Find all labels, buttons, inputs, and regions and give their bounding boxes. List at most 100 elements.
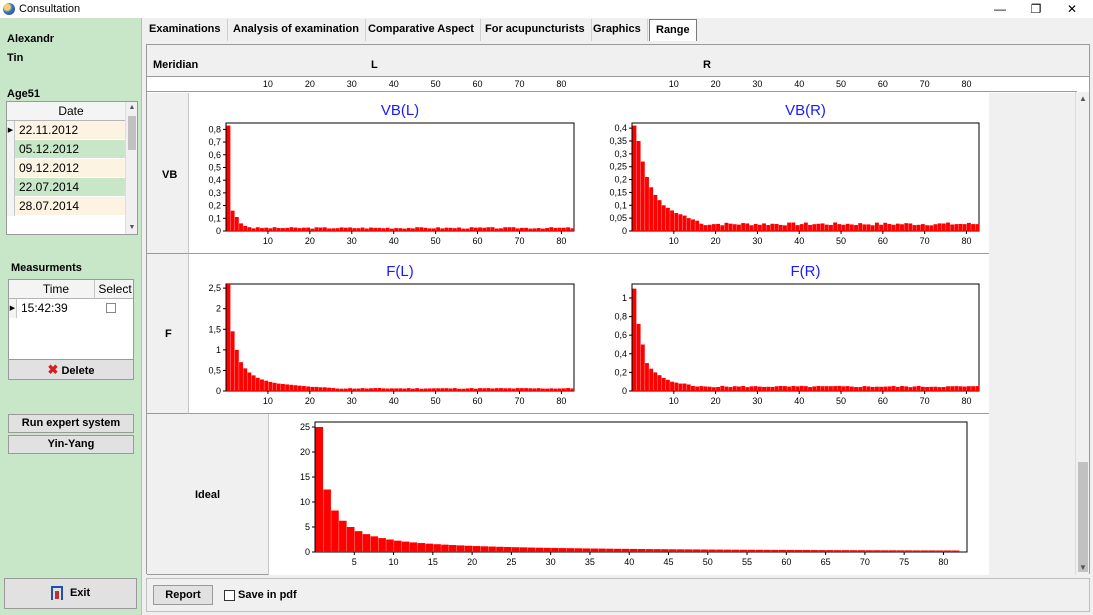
bar [820, 386, 825, 391]
bar [348, 227, 352, 231]
bar [808, 387, 812, 391]
bar [783, 225, 787, 231]
bar [946, 222, 950, 231]
bar [461, 388, 466, 391]
bar [841, 224, 846, 231]
bar [866, 386, 871, 391]
date-cell: 28.07.2014 [19, 199, 80, 213]
scroll-up-icon[interactable]: ▲ [128, 104, 136, 111]
bar [766, 386, 771, 391]
bar [933, 386, 938, 391]
bar [912, 225, 917, 231]
tab-graphics[interactable]: Graphics [587, 19, 648, 41]
delete-x-icon: ✖ [47, 362, 59, 377]
scroll-down-icon[interactable]: ▼ [1079, 563, 1087, 572]
restore-button[interactable]: ❐ [1030, 2, 1042, 16]
bar [747, 549, 756, 552]
bar [682, 215, 687, 231]
bar [707, 224, 712, 231]
bar [480, 546, 489, 552]
scroll-up-icon[interactable]: ▲ [1079, 94, 1087, 103]
bar [431, 388, 436, 391]
tab-comparative-aspect[interactable]: Comparative Aspect [362, 19, 481, 41]
bar [678, 214, 683, 231]
yin-yang-button[interactable]: Yin-Yang [8, 435, 134, 454]
bar [887, 386, 892, 391]
x-tick-label: 30 [752, 236, 762, 246]
bar [933, 224, 938, 231]
bar [862, 224, 867, 231]
date-cell: 22.07.2014 [19, 180, 80, 194]
bar [448, 227, 453, 231]
x-tick-label: 30 [546, 557, 556, 567]
bar [410, 228, 415, 231]
bar [524, 388, 529, 391]
y-tick-label: 0,4 [208, 175, 221, 185]
x-tick-label: 10 [669, 396, 679, 406]
bar [339, 388, 344, 391]
measurement-row[interactable]: ▶ 15:42:39 [9, 299, 133, 318]
bar [720, 225, 725, 231]
bar [636, 324, 641, 391]
bar [377, 387, 382, 391]
chart-title: F(L) [386, 263, 414, 280]
x-tick-label: 80 [556, 236, 566, 246]
measurement-select-checkbox[interactable] [106, 303, 116, 313]
exit-button[interactable]: Exit [4, 578, 137, 609]
tab-for-acupuncturists[interactable]: For acupuncturists [479, 19, 592, 41]
tab-analysis-of-examination[interactable]: Analysis of examination [227, 19, 366, 41]
bar [335, 228, 340, 231]
x-tick-label: 80 [961, 396, 971, 406]
report-button[interactable]: Report [153, 585, 213, 605]
dates-scroll-thumb[interactable] [128, 116, 136, 150]
bar [828, 224, 833, 231]
left-panel: Alexandr Tin Age51 Date ▶ 22.11.2012 05.12… [0, 18, 142, 615]
bar [873, 550, 881, 552]
y-tick-label: 0,2 [614, 367, 627, 377]
bar [891, 224, 896, 231]
tab-bar: Examinations Analysis of examination Com… [142, 18, 1093, 42]
bar [486, 388, 491, 391]
date-row[interactable]: ▶ 22.11.2012 [7, 121, 126, 140]
bar [858, 223, 863, 231]
bar [360, 388, 365, 391]
chart-f-right: F(R) 0 0,2 0,4 0,6 0,8 1 10 20 30 40 50 60 70 80 [614, 263, 980, 406]
date-row[interactable]: 22.07.2014 [7, 178, 126, 197]
bar [812, 224, 817, 231]
range-vertical-scrollbar[interactable]: ▲ ▼ [1075, 92, 1089, 575]
range-scroll-thumb[interactable] [1078, 462, 1088, 572]
bar [962, 386, 967, 391]
date-row[interactable]: 05.12.2012 [7, 140, 126, 159]
tab-examinations[interactable]: Examinations [143, 19, 228, 41]
y-tick-label: 0,6 [208, 150, 221, 160]
x-tick-label: 20 [467, 557, 477, 567]
dates-scrollbar[interactable]: ▲ ▼ [125, 102, 137, 234]
bar [553, 227, 558, 231]
bar [243, 225, 248, 231]
chart-vb-left: VB(L) 0 0,1 0,2 0,3 0,4 0,5 0,6 0,7 0,8 10 20 30 40 50… [208, 102, 575, 246]
axis-strip-tick: 50 [430, 79, 441, 89]
bar [833, 222, 838, 231]
date-row[interactable]: 09.12.2012 [7, 159, 126, 178]
save-in-pdf-checkbox[interactable] [224, 590, 235, 601]
date-row[interactable]: 28.07.2014 [7, 197, 126, 216]
run-expert-system-button[interactable]: Run expert system [8, 414, 134, 433]
bar [582, 548, 591, 552]
bar [409, 542, 418, 552]
x-tick-label: 20 [711, 236, 721, 246]
axis-strip-tick: 80 [961, 79, 972, 89]
bar [614, 548, 622, 552]
tab-range[interactable]: Range [649, 19, 697, 41]
x-tick-label: 10 [263, 236, 273, 246]
x-tick-label: 75 [899, 557, 909, 567]
bar [598, 548, 606, 552]
bar [803, 222, 808, 231]
delete-button[interactable]: ✖ Delete [8, 359, 134, 380]
bar [757, 386, 762, 391]
exit-door-icon [50, 586, 63, 601]
minimize-button[interactable]: — [994, 2, 1006, 16]
bar [496, 546, 504, 552]
close-button[interactable]: ✕ [1066, 2, 1078, 16]
scroll-down-icon[interactable]: ▼ [128, 224, 136, 231]
row-indicator-icon [7, 197, 15, 216]
